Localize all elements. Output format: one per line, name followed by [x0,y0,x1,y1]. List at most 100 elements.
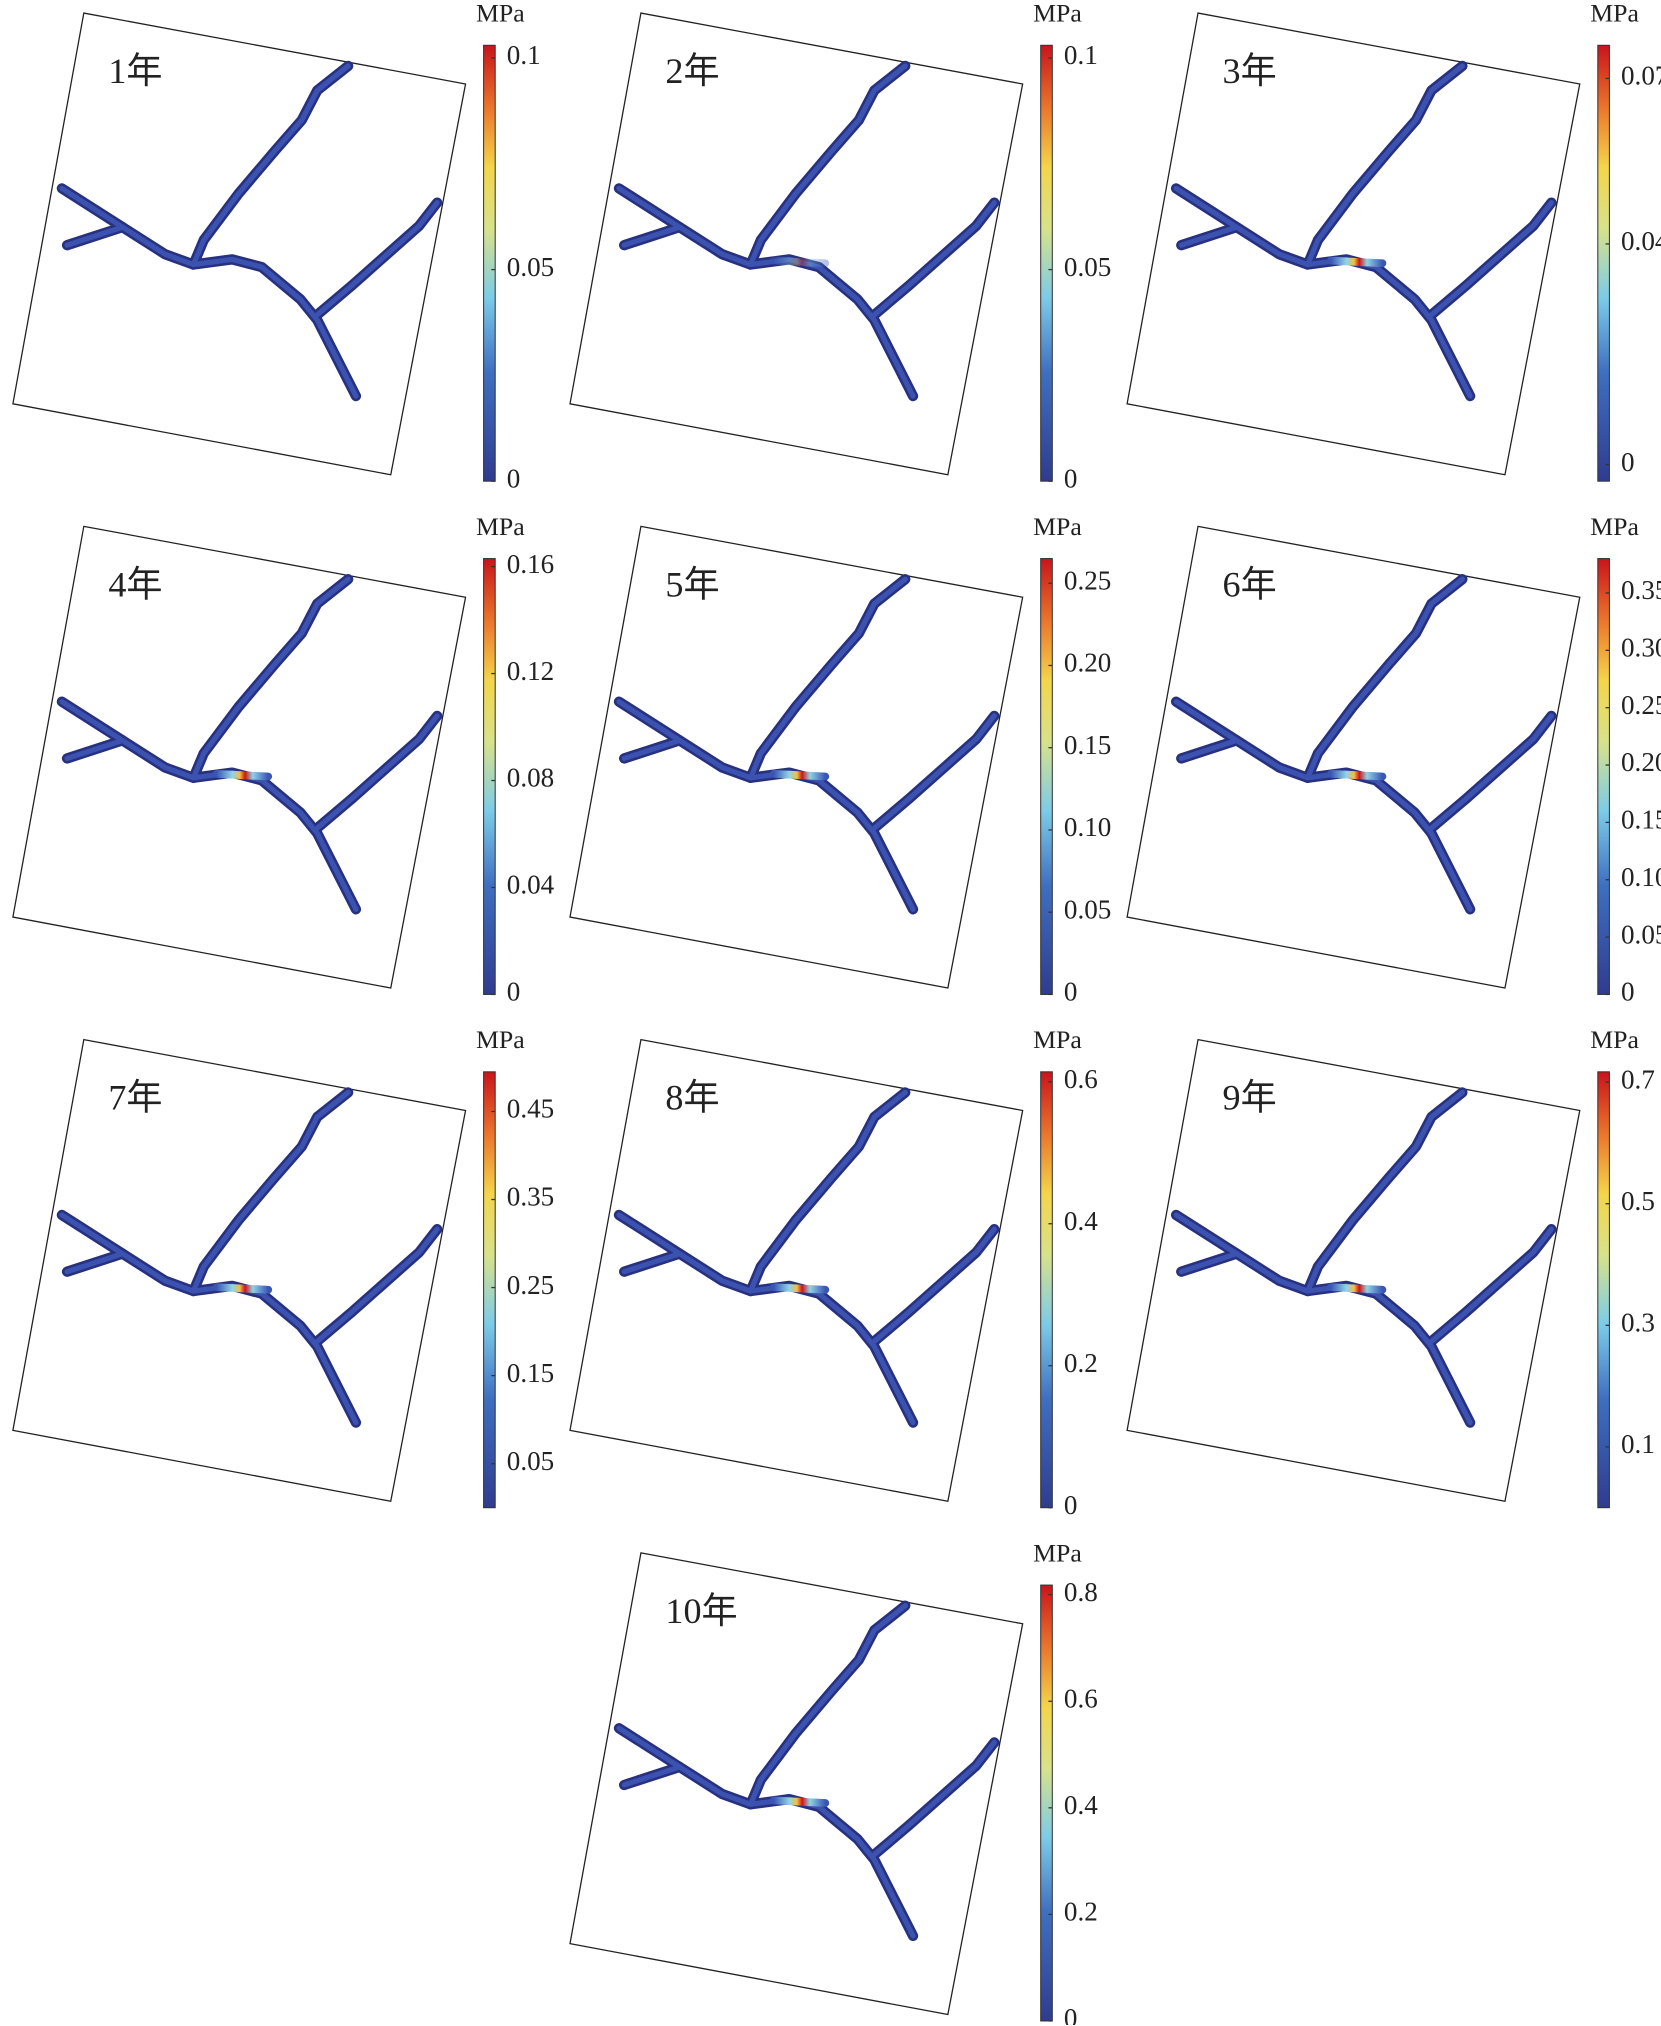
panel: 4年 MPa 0 0.04 0.08 0.12 0.16 [12,512,555,1007]
panel-title: 3年 [1223,51,1277,91]
colorbar-tick-label: 0.6 [1064,1064,1098,1094]
panel-title: 5年 [665,565,719,605]
colorbar [483,1071,496,1509]
colorbar [1597,558,1610,995]
colorbar-tick-label: 0.15 [507,1358,554,1388]
colorbar-tick-label: 0 [507,977,521,1007]
stress-hotspot [769,770,830,781]
panel: 6年 MPa 0 0.05 0.10 0.15 0.20 0.25 0.30 0.35 [1126,512,1661,1007]
colorbar-tick-label: 0.10 [1621,862,1661,892]
colorbar-tick-label: 0.25 [1621,690,1661,720]
colorbar-tick-label: 0 [1064,2003,1078,2025]
colorbar-tick-label: 0 [1064,977,1078,1007]
panel: 2年 MPa 0 0.05 0.1 [569,0,1111,493]
stress-hotspot [212,1283,273,1294]
colorbar-tick-label: 0.1 [1064,40,1098,70]
panel-title: 9年 [1223,1078,1277,1118]
pipe-network [1176,66,1551,396]
colorbar-tick-label: 0 [1064,463,1078,493]
stress-hotspot [1326,1283,1387,1294]
colorbar-label: MPa [476,512,525,541]
colorbar-tick-label: 0 [1621,447,1635,477]
panel-title: 8年 [665,1078,719,1118]
panel: 7年 MPa 0.05 0.15 0.25 0.35 0.45 [12,1025,554,1509]
panel: 3年 MPa 0 0.04 0.07 [1126,0,1661,482]
colorbar-label: MPa [1033,1025,1082,1054]
colorbar [1040,558,1053,995]
domain-frame [569,1552,1024,2016]
pipe-network [62,1092,437,1422]
colorbar-tick-label: 0.7 [1621,1064,1655,1094]
colorbar-tick-label: 0.05 [507,252,554,282]
panel-title: 7年 [108,1078,162,1118]
colorbar [1597,44,1610,482]
domain-frame [12,525,467,989]
colorbar-label: MPa [1033,1538,1082,1567]
colorbar-label: MPa [476,0,525,28]
colorbar-tick-label: 0.1 [1621,1429,1655,1459]
colorbar-tick-label: 0.25 [1064,565,1111,595]
colorbar-tick-label: 0.15 [1621,805,1661,835]
colorbar-label: MPa [1590,512,1639,541]
stress-hotspot [769,1283,830,1294]
colorbar-tick-label: 0.07 [1621,61,1661,91]
colorbar-tick-label: 0.4 [1064,1206,1098,1236]
domain-frame [1126,12,1581,476]
panel-title: 4年 [108,565,162,605]
stress-hotspot [769,1796,830,1807]
colorbar-tick-label: 0.05 [1621,919,1661,949]
pipe-network [1176,1092,1551,1422]
colorbar [1040,44,1053,482]
domain-frame [1126,525,1581,989]
colorbar-tick-label: 0.05 [1064,252,1111,282]
colorbar-label: MPa [476,1025,525,1054]
colorbar-tick-label: 0.08 [507,763,554,793]
colorbar-tick-label: 0 [1064,1490,1078,1520]
domain-frame [569,525,1024,989]
pipe-network [62,66,437,396]
panel-title: 6年 [1223,565,1277,605]
pipe-network [619,1092,994,1422]
pipe-network [619,1606,994,1936]
stress-hotspot [212,770,273,781]
colorbar-tick-label: 0.2 [1064,1348,1098,1378]
domain-frame [12,12,467,476]
colorbar-tick-label: 0.12 [507,656,554,686]
colorbar-tick-label: 0.20 [1621,747,1661,777]
domain-frame [569,1038,1024,1503]
panel: 1年 MPa 0 0.05 0.1 [12,0,554,493]
colorbar-tick-label: 0.16 [507,549,554,579]
panel-title: 1年 [108,51,162,91]
colorbar-tick-label: 0.30 [1621,633,1661,663]
colorbar-tick-label: 0.4 [1064,1790,1098,1820]
panel: 5年 MPa 0 0.05 0.10 0.15 0.20 0.25 [569,512,1111,1007]
colorbar [1040,1584,1053,2022]
colorbar-tick-label: 0.20 [1064,648,1111,678]
colorbar-tick-label: 0 [1621,977,1635,1007]
domain-frame [12,1038,467,1503]
colorbar-label: MPa [1590,0,1639,28]
colorbar-tick-label: 0.2 [1064,1897,1098,1927]
colorbar-tick-label: 0.05 [507,1446,554,1476]
panel: 9年 MPa 0.1 0.3 0.5 0.7 [1126,1025,1655,1509]
colorbar-tick-label: 0.05 [1064,894,1111,924]
colorbar-label: MPa [1590,1025,1639,1054]
colorbar-tick-label: 0.45 [507,1094,554,1124]
domain-frame [1126,1038,1581,1503]
pipe-network [619,66,994,396]
colorbar-tick-label: 0.6 [1064,1683,1098,1713]
stress-hotspot [1326,770,1387,781]
panel-title: 10年 [665,1591,737,1631]
stress-hotspot [769,256,830,268]
colorbar-tick-label: 0.1 [507,40,541,70]
colorbar [483,44,496,482]
panel: 8年 MPa 0 0.2 0.4 0.6 [569,1025,1098,1520]
colorbar-tick-label: 0 [507,463,521,493]
panel: 10年 MPa 0 0.2 0.4 0.6 0.8 [569,1538,1098,2025]
colorbar-tick-label: 0.25 [507,1270,554,1300]
colorbar-tick-label: 0.04 [1621,226,1661,256]
colorbar-tick-label: 0.3 [1621,1308,1655,1338]
colorbar-tick-label: 0.35 [1621,575,1661,605]
